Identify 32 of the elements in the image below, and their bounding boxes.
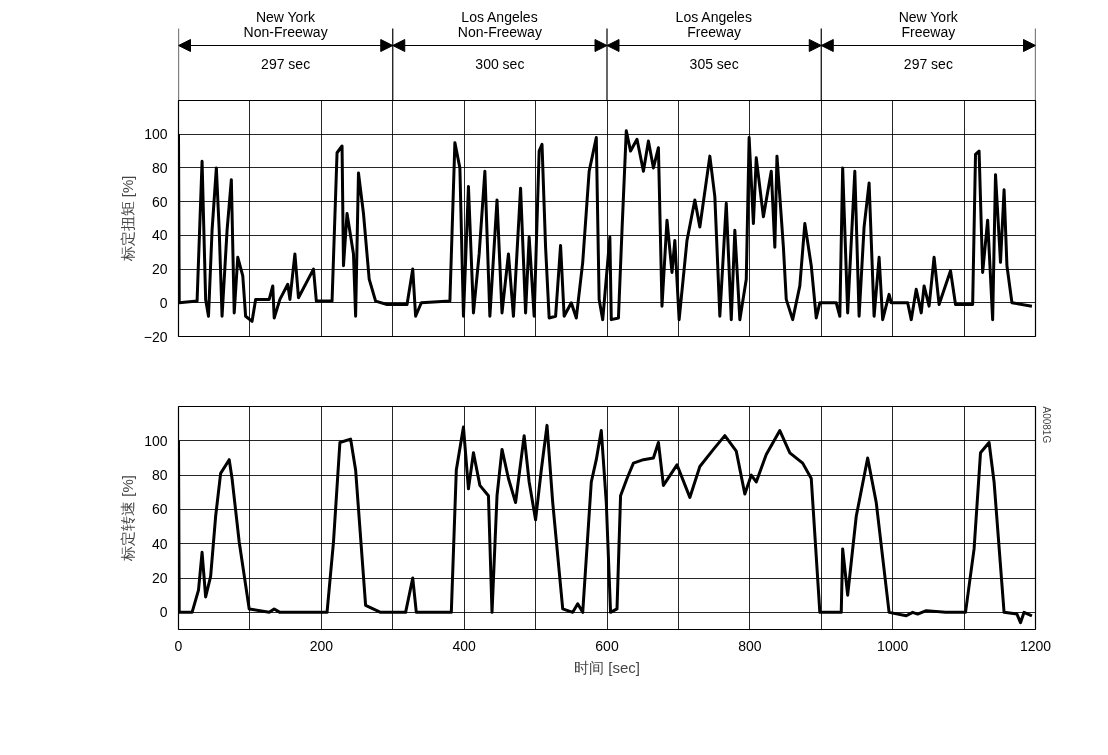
- y-tick-label: 60: [151, 501, 168, 518]
- y-tick-label: 60: [151, 193, 168, 210]
- x-tick-label: 1200: [1019, 637, 1052, 654]
- y-tick-label: 20: [151, 261, 168, 278]
- x-tick-label: 0: [174, 637, 183, 654]
- x-tick-label: 1000: [877, 637, 909, 654]
- y-tick-label: 20: [151, 570, 168, 587]
- text: A0081G: [1040, 406, 1052, 444]
- x-axis-title: 时间 [sec]: [574, 658, 640, 676]
- text: 305 sec: [689, 55, 739, 72]
- x-tick-label: 600: [595, 637, 619, 654]
- text: 300 sec: [475, 55, 525, 72]
- text: Los Angeles Non-Freeway: [457, 9, 542, 41]
- text: New York Non-Freeway: [243, 9, 328, 41]
- x-tick-label: 400: [452, 637, 477, 654]
- y-tick-label: 80: [151, 467, 168, 484]
- y-tick-label: −20: [143, 328, 168, 345]
- y-tick-label: 100: [144, 126, 168, 143]
- x-tick-label: 200: [309, 637, 334, 654]
- text: Los Angeles Freeway: [675, 9, 752, 41]
- y-axis-title: 标定转速 [%]: [119, 475, 137, 562]
- text: 297 sec: [903, 55, 953, 72]
- y-tick-label: 0: [159, 294, 168, 311]
- x-tick-label: 800: [738, 637, 762, 654]
- text: New York Freeway: [898, 9, 959, 41]
- y-tick-label: 40: [151, 227, 168, 244]
- y-tick-label: 100: [144, 432, 168, 449]
- text: 297 sec: [261, 55, 311, 72]
- y-tick-label: 0: [159, 604, 168, 621]
- y-axis-title: 标定扭矩 [%]: [118, 175, 136, 263]
- y-tick-label: 80: [151, 159, 168, 176]
- y-tick-label: 40: [151, 535, 168, 552]
